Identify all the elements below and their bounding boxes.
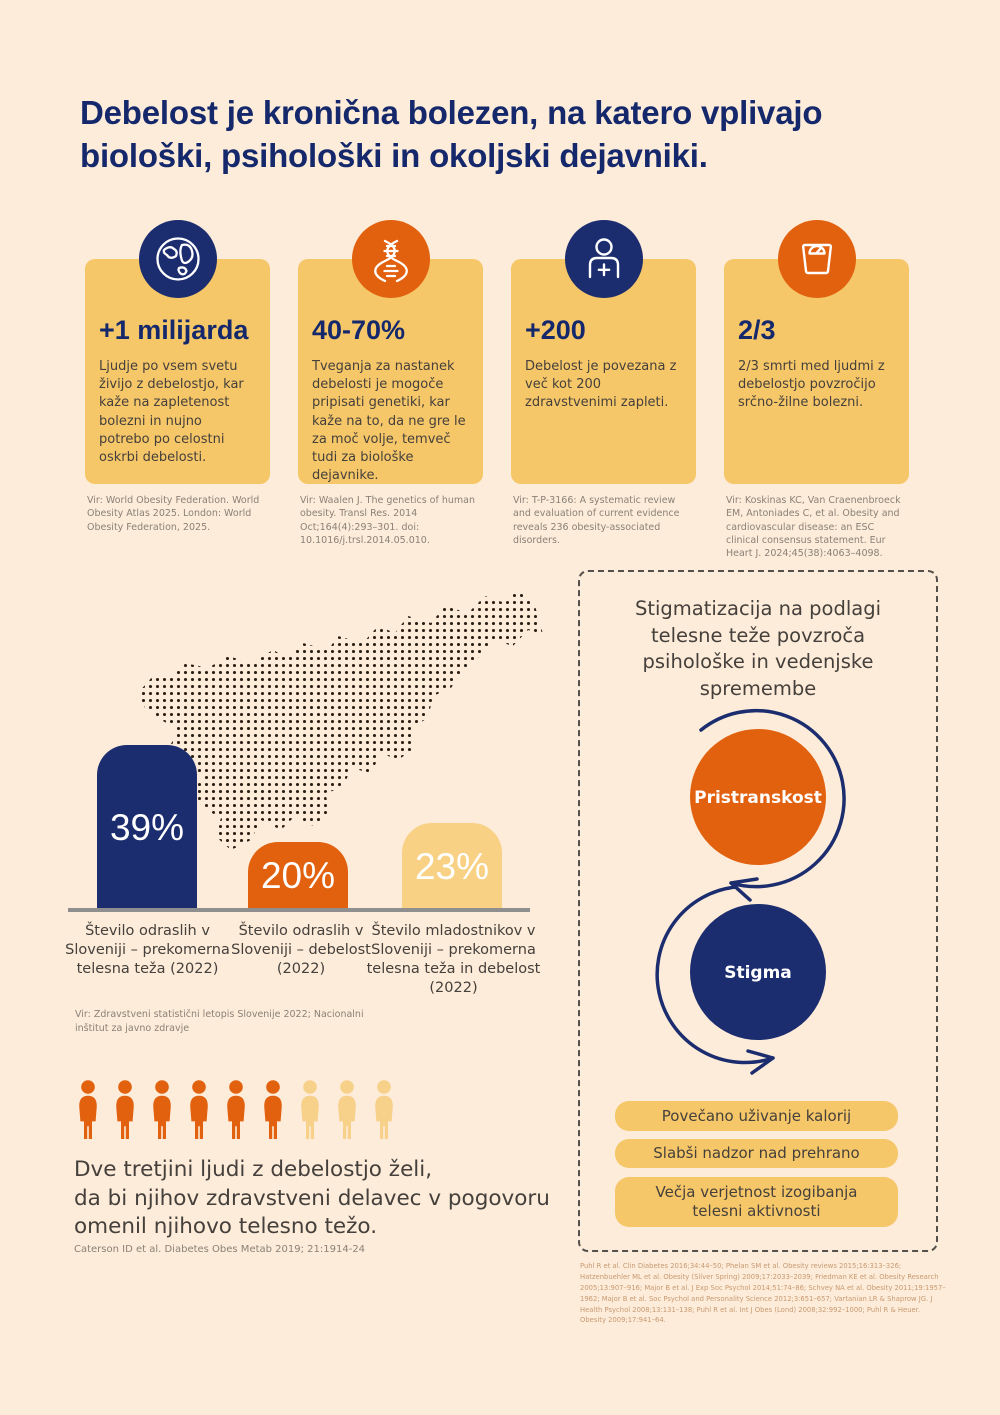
quote-source: Caterson ID et al. Diabetes Obes Metab 2… — [74, 1244, 366, 1255]
person-icon — [331, 1078, 363, 1144]
globe-icon — [138, 220, 217, 298]
bar-obesity-adults: 20% — [248, 842, 348, 910]
stat-card-body: 40-70% Tveganja za nastanek debelosti je… — [298, 259, 483, 484]
stat-card: 40-70% Tveganja za nastanek debelosti je… — [298, 220, 483, 560]
person-icon — [257, 1078, 289, 1144]
bar-value: 23% — [414, 845, 490, 887]
stat-card: +1 milijarda Ljudje po vsem svetu živijo… — [85, 220, 270, 560]
card-source: Vir: World Obesity Federation. World Obe… — [87, 495, 260, 533]
person-icon — [146, 1078, 178, 1144]
card-headline: 2/3 — [738, 315, 776, 345]
card-source: Vir: Waalen J. The genetics of human obe… — [300, 495, 475, 546]
bar-value: 39% — [109, 806, 185, 848]
card-text: Tveganja za nastanek debelosti je mogoče… — [312, 359, 466, 484]
pictogram-row — [72, 1078, 400, 1144]
dna-icon — [351, 220, 430, 298]
axis-line — [68, 908, 530, 912]
outcome-pill: Večja verjetnost izogibanja telesni akti… — [615, 1177, 898, 1227]
card-headline: 40-70% — [312, 315, 406, 345]
person-icon — [109, 1078, 141, 1144]
person-icon — [294, 1078, 326, 1144]
bar-label: Število mladostnikov v Sloveniji – preko… — [366, 923, 541, 997]
card-text: 2/3 smrti med ljudmi z debelostjo povzro… — [738, 359, 885, 411]
slovenia-dotted-map — [138, 588, 543, 850]
stat-card: 2/3 2/3 smrti med ljudmi z debelostjo po… — [724, 220, 909, 560]
bar-label: Število odraslih v Sloveniji – prekomern… — [65, 923, 230, 978]
person-plus-icon — [564, 220, 643, 298]
page-title: Debelost je kronična bolezen, na katero … — [80, 94, 823, 174]
quote-text: Dve tretjini ljudi z debelostjo želi, da… — [74, 1157, 550, 1240]
stat-cards-row: +1 milijarda Ljudje po vsem svetu živijo… — [85, 220, 909, 560]
card-text: Ljudje po vsem svetu živijo z debelostjo… — [99, 359, 244, 465]
cycle-arrow-icon — [655, 885, 775, 1065]
outcome-pill: Povečano uživanje kalorij — [615, 1101, 898, 1131]
pristranskost-circle — [690, 729, 826, 865]
card-source: Vir: Koskinas KC, Van Craenenbroeck EM, … — [726, 495, 901, 560]
stat-card: +200 Debelost je povezana z več kot 200 … — [511, 220, 696, 560]
person-icon — [220, 1078, 252, 1144]
outcome-pill: Slabši nadzor nad prehrano — [615, 1139, 898, 1168]
card-headline: +1 milijarda — [99, 315, 249, 345]
cycle-label: Pristranskost — [694, 788, 822, 808]
stigma-panel-title: Stigmatizacija na podlagi telesne teže p… — [634, 597, 882, 700]
person-icon — [72, 1078, 104, 1144]
card-headline: +200 — [525, 315, 586, 345]
stigma-references: Puhl R et al. Clin Diabetes 2016;34:44–5… — [580, 1262, 946, 1325]
chart-source: Vir: Zdravstveni statistični letopis Slo… — [75, 1009, 364, 1034]
person-icon — [183, 1078, 215, 1144]
bar-label: Število odraslih v Sloveniji – debelost … — [231, 923, 371, 978]
bar-overweight-adults: 39% — [97, 745, 197, 910]
scale-icon — [777, 220, 856, 298]
stigma-cycle-diagram: Pristranskost Stigma — [655, 708, 846, 1075]
bar-value: 20% — [260, 855, 336, 896]
cycle-arrow-icon — [699, 708, 846, 889]
card-source: Vir: T-P-3166: A systematic review and e… — [513, 495, 680, 546]
stigma-circle — [690, 904, 826, 1040]
cycle-label: Stigma — [724, 963, 792, 983]
person-icon — [368, 1078, 400, 1144]
bar-adolescents: 23% — [402, 823, 502, 910]
stigma-panel: Stigmatizacija na podlagi telesne teže p… — [578, 570, 938, 1252]
card-text: Debelost je povezana z več kot 200 zdrav… — [525, 359, 677, 411]
